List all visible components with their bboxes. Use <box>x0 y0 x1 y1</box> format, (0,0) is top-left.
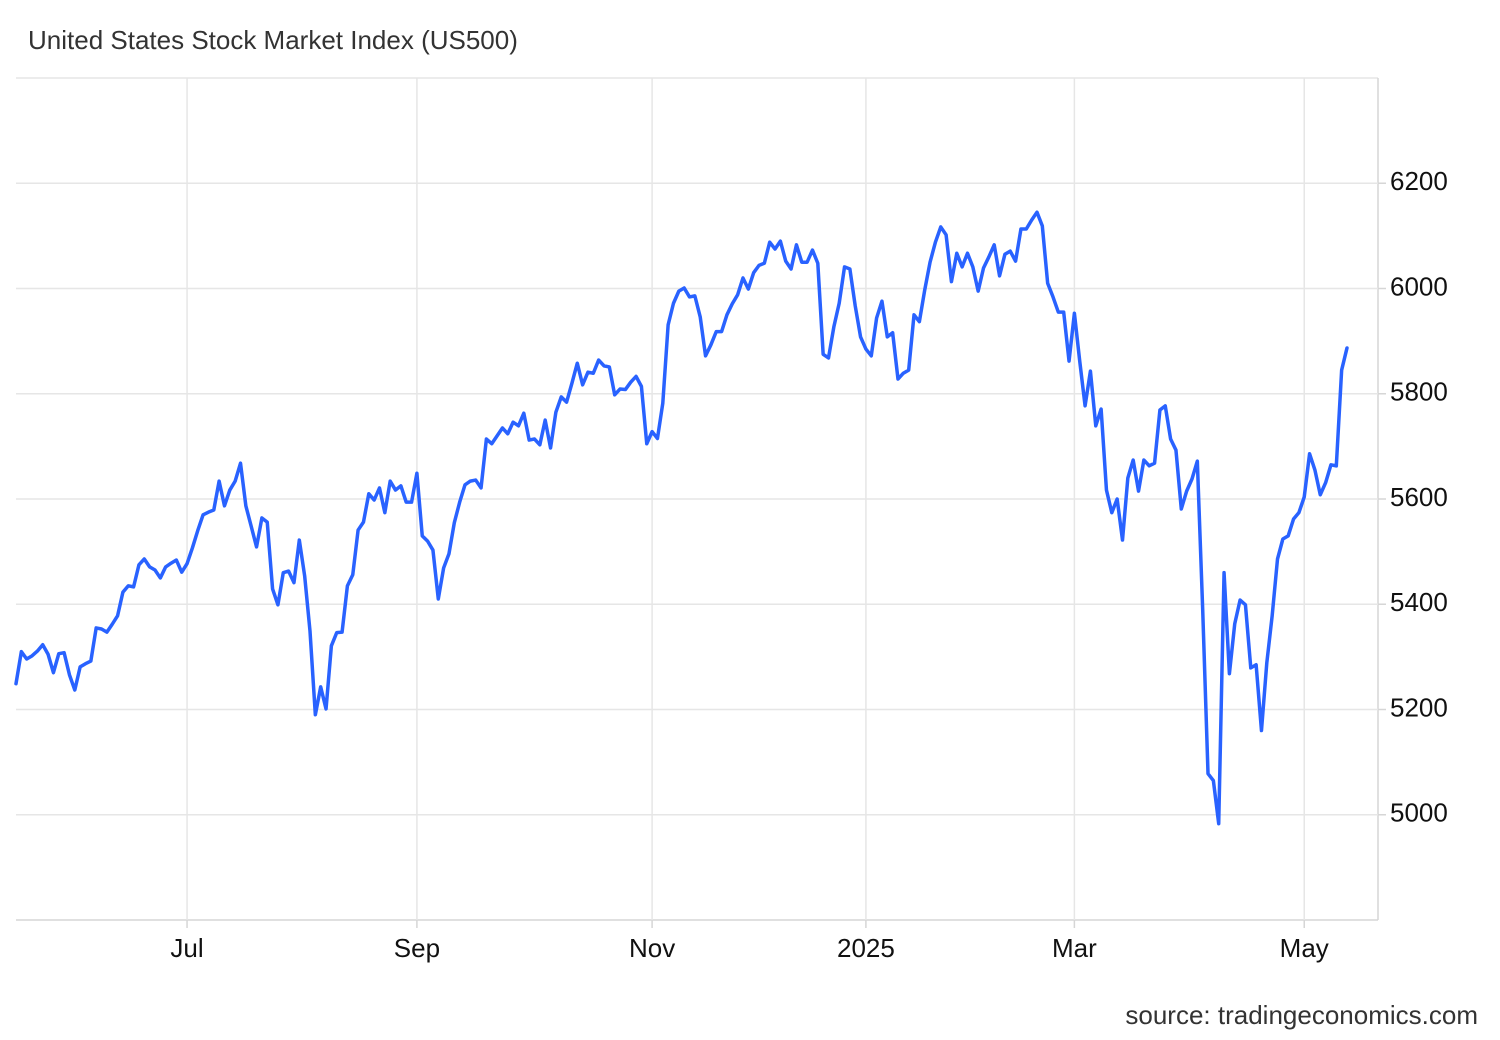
source: source: tradingeconomics.com <box>1125 1000 1478 1030</box>
x-tick-label: Jul <box>170 933 203 963</box>
x-tick-label: May <box>1280 933 1329 963</box>
y-tick-label: 5000 <box>1390 798 1448 828</box>
y-tick-label: 6200 <box>1390 166 1448 196</box>
chart-title: United States Stock Market Index (US500) <box>28 25 518 55</box>
y-tick-label: 6000 <box>1390 271 1448 301</box>
series-line <box>14 210 1349 826</box>
x-tick-label: Mar <box>1052 933 1097 963</box>
x-tick-label: Sep <box>394 933 440 963</box>
y-tick-label: 5600 <box>1390 482 1448 512</box>
x-tick-label: Nov <box>629 933 675 963</box>
x-tick-label: 2025 <box>837 933 895 963</box>
grid: 5000 5200 5400 5600 5800 6000 6200 Jul Sep Nov 202… <box>16 77 1448 963</box>
y-tick-label: 5800 <box>1390 377 1448 407</box>
plot <box>14 210 1349 826</box>
y-tick-label: 5400 <box>1390 587 1448 617</box>
y-tick-label: 5200 <box>1390 692 1448 722</box>
